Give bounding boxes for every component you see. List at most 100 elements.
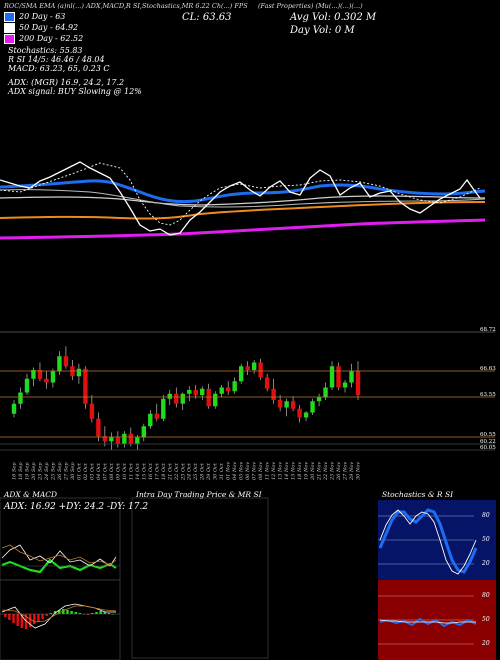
date-label: 18 Sep bbox=[18, 462, 24, 480]
macd-signal-line bbox=[1, 605, 117, 623]
candle-body bbox=[128, 433, 134, 444]
legend-swatch-50day bbox=[4, 22, 15, 33]
price-level-label: 60.22 bbox=[480, 439, 496, 445]
candle-body bbox=[11, 403, 17, 414]
date-label: 04 Nov bbox=[232, 462, 238, 480]
candle-body bbox=[219, 387, 224, 394]
candle-body bbox=[115, 437, 121, 444]
price-white-line bbox=[0, 161, 481, 236]
macd-bar bbox=[4, 614, 7, 617]
date-label: 30 Oct bbox=[213, 462, 219, 480]
date-label: 18 Oct bbox=[161, 462, 167, 480]
candle-body bbox=[148, 413, 153, 427]
adx-orange-line bbox=[1, 544, 117, 566]
candle-body bbox=[277, 400, 283, 408]
date-label: 14 Nov bbox=[284, 462, 290, 480]
legend-label-50day: 50 Day - 64.92 bbox=[19, 23, 79, 32]
candle-body bbox=[206, 388, 211, 407]
rsi-white-line bbox=[379, 619, 476, 624]
candle-body bbox=[329, 366, 335, 388]
date-label: 24 Oct bbox=[187, 462, 193, 481]
candle-body bbox=[76, 368, 82, 377]
date-label: 25 Oct bbox=[193, 462, 199, 481]
date-label: 15 Nov bbox=[291, 462, 297, 480]
date-label: 01 Oct bbox=[76, 462, 82, 480]
candle-body bbox=[109, 437, 114, 442]
candle-body bbox=[174, 393, 179, 404]
rsi-tick-50: 50 bbox=[482, 616, 490, 623]
date-label: 14 Oct bbox=[135, 462, 141, 480]
price-level-label: 66.63 bbox=[480, 366, 496, 372]
candle-body bbox=[238, 366, 244, 382]
candle-body bbox=[187, 390, 192, 394]
date-label: 01 Nov bbox=[226, 462, 232, 480]
macd-bar bbox=[24, 614, 28, 629]
macd-bar bbox=[62, 609, 65, 614]
date-label: 20 Sep bbox=[31, 462, 37, 481]
candle-body bbox=[290, 401, 296, 409]
candle-body bbox=[135, 437, 140, 444]
date-label: 22 Oct bbox=[174, 462, 180, 481]
candle-body bbox=[24, 378, 30, 393]
macd-bar bbox=[66, 610, 69, 614]
price-level-label: 60.05 bbox=[480, 445, 496, 451]
date-label: 23 Oct bbox=[180, 462, 186, 481]
date-label: 19 Sep bbox=[24, 462, 30, 480]
date-label: 30 Nov bbox=[356, 462, 362, 480]
date-label: 31 Oct bbox=[219, 462, 225, 480]
candle-body bbox=[83, 368, 88, 404]
macd-bar bbox=[16, 614, 19, 626]
candle-body bbox=[349, 371, 354, 383]
stoch-tick-20: 20 bbox=[482, 560, 490, 567]
adx-signal: ADX signal: BUY Slowing @ 12% bbox=[8, 87, 142, 96]
ma-orange-line bbox=[0, 201, 486, 220]
date-label: 19 Nov bbox=[304, 462, 310, 480]
candle-body bbox=[154, 413, 159, 419]
candle-body bbox=[316, 397, 322, 402]
date-label: 17 Oct bbox=[154, 462, 160, 480]
stat-rsi: R SI 14/5: 46.46 / 48.04 bbox=[8, 55, 105, 64]
candle-body bbox=[50, 371, 56, 383]
macd-bar bbox=[99, 611, 102, 614]
macd-bar bbox=[8, 614, 11, 620]
date-label: 26 Nov bbox=[336, 462, 342, 481]
stochastics-title: Stochastics & R SI bbox=[382, 490, 454, 499]
candle-body bbox=[141, 426, 147, 438]
date-label: 05 Nov bbox=[239, 462, 245, 480]
candle-body bbox=[336, 366, 341, 388]
candle-body bbox=[193, 390, 198, 395]
macd-bar bbox=[28, 614, 32, 627]
date-label: 10 Oct bbox=[122, 462, 128, 480]
candle-body bbox=[89, 403, 95, 419]
price-level-label: 68.72 bbox=[480, 327, 496, 333]
date-label: 11 Oct bbox=[128, 462, 134, 480]
date-label: 09 Oct bbox=[115, 462, 121, 480]
macd-bar bbox=[74, 612, 78, 614]
macd-bar bbox=[91, 613, 94, 614]
date-label: 04 Oct bbox=[96, 462, 102, 480]
rsi-blue-line bbox=[379, 617, 477, 628]
ma-50-line bbox=[0, 195, 486, 206]
macd-bar bbox=[37, 614, 40, 622]
stoch-tick-50: 50 bbox=[482, 536, 490, 543]
adx-lines bbox=[0, 544, 120, 574]
price-level-label: 63.55 bbox=[480, 392, 496, 398]
candle-body bbox=[342, 382, 348, 388]
candle-body bbox=[355, 371, 361, 395]
candle-body bbox=[245, 366, 250, 370]
date-label: 12 Nov bbox=[271, 462, 277, 480]
date-label: 20 Nov bbox=[310, 462, 316, 481]
date-label: 28 Oct bbox=[200, 462, 206, 481]
stochastics-lines bbox=[378, 508, 478, 575]
candle-body bbox=[232, 381, 237, 392]
candle-body bbox=[264, 377, 270, 389]
date-label: 13 Nov bbox=[278, 462, 284, 480]
macd-bar bbox=[49, 613, 53, 614]
candles-group bbox=[11, 346, 361, 450]
candle-body bbox=[167, 393, 172, 399]
rsi-tick-20: 20 bbox=[482, 640, 490, 647]
candle-body bbox=[63, 356, 69, 367]
date-label: 30 Sep bbox=[70, 462, 76, 480]
stoch-white-line bbox=[379, 509, 477, 575]
